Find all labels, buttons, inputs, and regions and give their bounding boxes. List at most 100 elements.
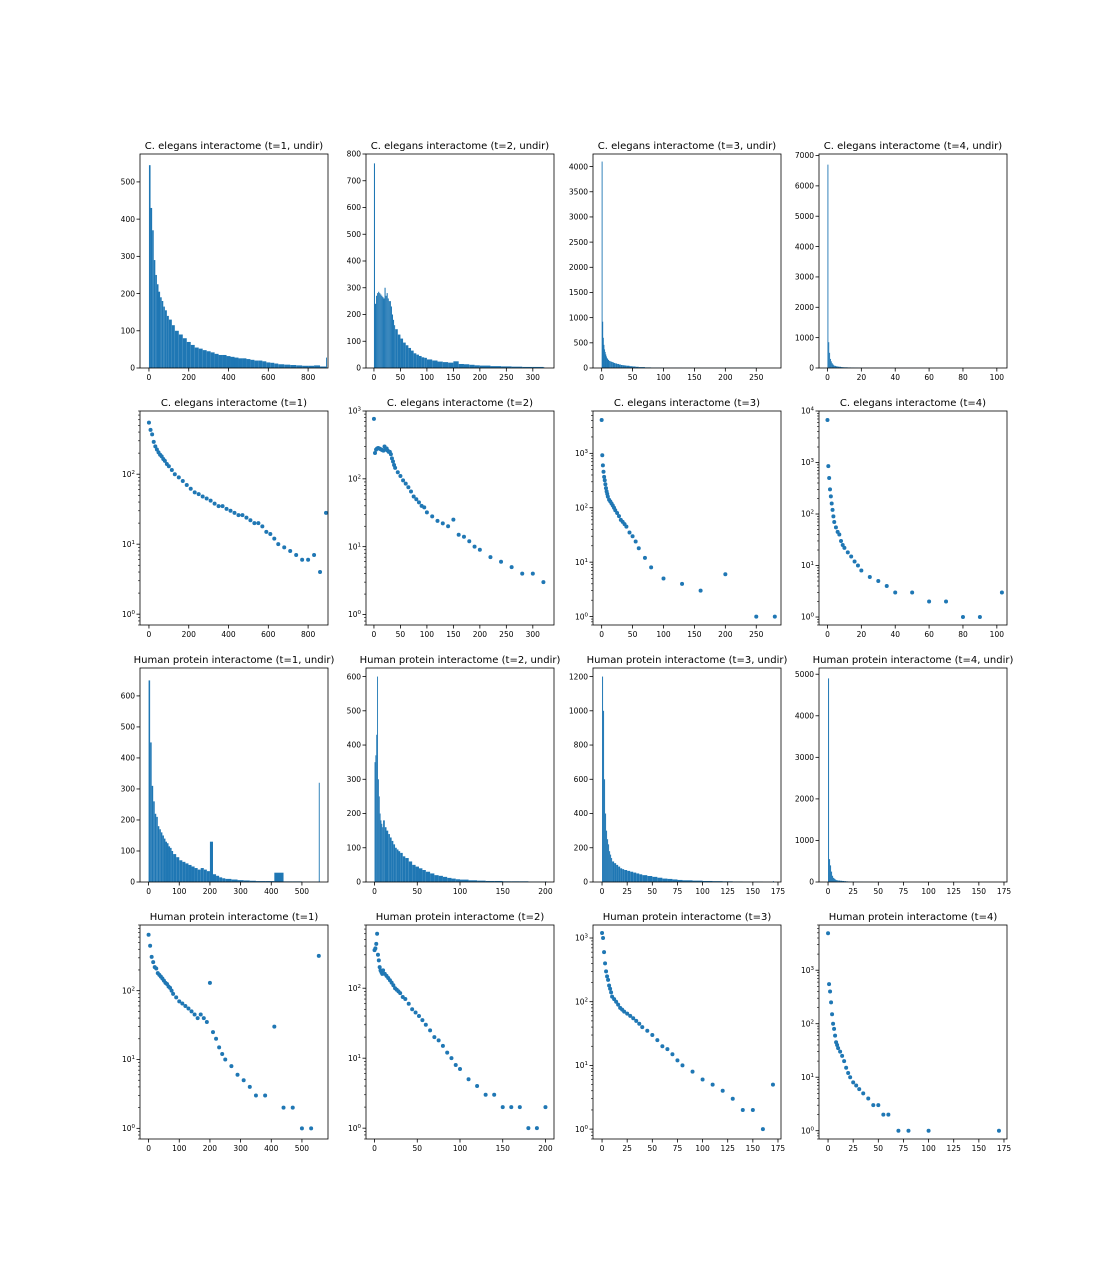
point xyxy=(371,416,376,421)
point xyxy=(896,1128,901,1133)
point xyxy=(852,559,857,564)
axes-frame xyxy=(818,924,1008,1140)
y-tick-label: 200 xyxy=(347,310,362,319)
x-tick-label: 300 xyxy=(233,1144,248,1153)
bar xyxy=(182,338,187,368)
bar xyxy=(522,366,533,368)
x-tick-label: 250 xyxy=(749,373,764,382)
bar xyxy=(174,330,179,368)
point xyxy=(186,1006,191,1011)
bar xyxy=(426,359,433,368)
point xyxy=(240,513,245,518)
bar xyxy=(604,351,606,368)
x-tick-label: 50 xyxy=(412,1144,422,1153)
point xyxy=(628,1013,633,1018)
bar xyxy=(210,352,215,368)
bar xyxy=(243,880,250,882)
point xyxy=(409,489,414,494)
point xyxy=(829,1000,834,1005)
x-tick-label: 125 xyxy=(721,887,736,896)
point xyxy=(867,574,872,579)
point xyxy=(247,1084,252,1089)
bar xyxy=(622,869,625,882)
x-tick-label: 300 xyxy=(233,887,248,896)
x-tick-label: 100 xyxy=(420,630,435,639)
y-tick-label: 2000 xyxy=(795,795,814,804)
bar xyxy=(394,325,396,368)
x-tick-label: 800 xyxy=(301,373,316,382)
panel-6: C. elegans interactome (t=3) 0 50 100 150 200… xyxy=(575,398,782,639)
point xyxy=(859,568,864,573)
bar xyxy=(163,838,166,882)
marks xyxy=(826,931,1001,1133)
bar xyxy=(258,360,263,368)
point xyxy=(189,1009,194,1014)
bar xyxy=(265,881,275,882)
bar xyxy=(237,880,244,882)
point xyxy=(634,1018,639,1023)
point xyxy=(680,1063,685,1068)
y-tick-label: 0 xyxy=(356,878,361,887)
bar xyxy=(152,230,154,368)
point xyxy=(893,590,898,595)
point xyxy=(252,521,257,526)
point xyxy=(375,952,380,957)
x-tick-label: 0 xyxy=(600,1144,605,1153)
bar xyxy=(230,356,235,368)
point xyxy=(624,524,629,529)
y-tick-label: 100 xyxy=(347,337,362,346)
x-tick-label: 200 xyxy=(203,887,218,896)
point xyxy=(401,478,406,483)
point xyxy=(312,553,317,558)
x-tick-label: 60 xyxy=(924,630,934,639)
point xyxy=(224,506,229,511)
bar xyxy=(165,841,167,882)
panel-title: Human protein interactome (t=2, undir) xyxy=(360,655,561,666)
bar xyxy=(451,878,456,882)
marks xyxy=(148,680,320,882)
point xyxy=(846,1070,851,1075)
point xyxy=(413,1010,418,1015)
x-tick-label: 100 xyxy=(453,1144,468,1153)
panel-title: Human protein interactome (t=2) xyxy=(376,912,545,923)
point xyxy=(770,1082,775,1087)
bar xyxy=(249,880,256,882)
point xyxy=(622,1009,627,1014)
bar xyxy=(391,840,394,882)
bar xyxy=(611,858,613,882)
point xyxy=(376,958,381,963)
bar xyxy=(460,879,469,882)
x-tick-label: 100 xyxy=(172,1144,187,1153)
bar xyxy=(396,849,399,882)
x-tick-label: 250 xyxy=(499,630,514,639)
point xyxy=(649,565,654,570)
x-tick-label: 80 xyxy=(958,630,968,639)
y-tick-label: 0 xyxy=(583,878,588,887)
marks xyxy=(148,165,327,368)
panel-3: C. elegans interactome (t=4, undir) 0 20 40… xyxy=(795,141,1008,382)
point xyxy=(456,532,461,537)
bar xyxy=(326,357,327,368)
panel-title: C. elegans interactome (t=3, undir) xyxy=(598,141,776,152)
axes-frame xyxy=(592,667,782,883)
x-tick-label: 500 xyxy=(295,1144,310,1153)
point xyxy=(944,599,949,604)
bar xyxy=(234,357,239,368)
bar xyxy=(388,834,390,882)
x-tick-label: 20 xyxy=(857,373,867,382)
bar xyxy=(206,351,211,368)
x-tick-label: 175 xyxy=(997,1144,1012,1153)
bar xyxy=(418,868,423,882)
marks xyxy=(146,420,329,575)
point xyxy=(603,961,608,966)
bar xyxy=(612,861,615,882)
point xyxy=(881,1112,886,1117)
axes-frame xyxy=(818,667,1008,883)
bar xyxy=(601,161,603,368)
y-tick-label: 0 xyxy=(809,878,814,887)
x-tick-label: 150 xyxy=(496,1144,511,1153)
x-tick-label: 75 xyxy=(899,1144,909,1153)
x-tick-label: 50 xyxy=(396,630,406,639)
bar xyxy=(400,852,403,882)
point xyxy=(458,1067,462,1072)
